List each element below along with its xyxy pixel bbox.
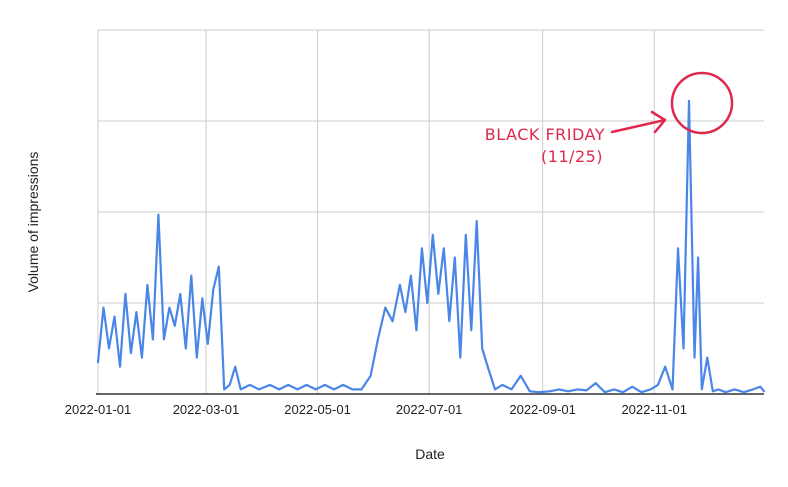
series-layer: [96, 99, 766, 394]
impressions-series-line: [96, 99, 766, 394]
x-tick-label: 2022-09-01: [509, 402, 576, 417]
grid-layer: [96, 29, 764, 395]
annotation-sublabel: (11/25): [541, 147, 603, 166]
black-friday-annotation: BLACK FRIDAY (11/25): [485, 71, 734, 166]
x-tick-labels: 2022-01-01 2022-03-01 2022-05-01 2022-07-01…: [65, 402, 687, 417]
x-tick-label: 2022-05-01: [284, 402, 351, 417]
x-axis-title: Date: [415, 446, 445, 462]
annotation-arrowhead: [650, 110, 667, 134]
annotation-label: BLACK FRIDAY: [485, 125, 605, 144]
annotation-arrow: [610, 118, 667, 134]
x-tick-label: 2022-03-01: [173, 402, 240, 417]
y-axis-title: Volume of impressions: [25, 152, 41, 293]
x-tick-label: 2022-01-01: [65, 402, 132, 417]
highlight-circle: [670, 71, 734, 135]
x-tick-label: 2022-11-01: [621, 402, 687, 417]
x-tick-label: 2022-07-01: [396, 402, 463, 417]
